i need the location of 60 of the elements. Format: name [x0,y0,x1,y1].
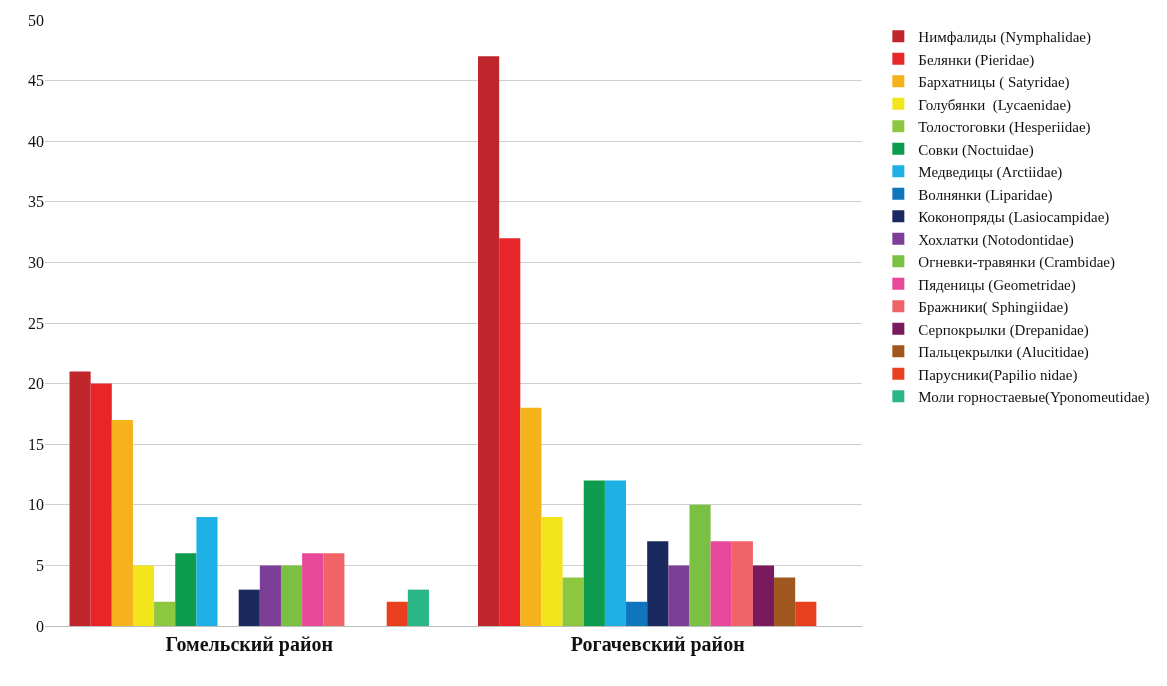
legend-label: Бражники( Sphingiidae) [918,299,1069,317]
y-tick-label: 40 [28,132,44,150]
legend-label: Коконопряды (Lasiocampidae) [918,209,1110,227]
x-tick-label: Гомельский район [165,633,333,656]
bar [499,238,521,626]
bar [175,553,197,626]
bar [604,480,627,626]
legend-label: Пяденицы (Geometridae) [918,276,1076,294]
y-tick-label: 20 [28,375,44,393]
legend-label: Волнянки (Liparidae) [918,186,1053,204]
bar [238,589,260,626]
bar [386,601,408,626]
legend-label: Хохлатки (Notodontidae) [918,231,1074,249]
bar [323,553,345,626]
legend-label: Моли горностаевые(Yponomeutidae) [918,389,1150,407]
legend-label: Медведицы (Arctiidae) [918,164,1063,182]
bar [562,577,584,626]
bar [647,541,669,626]
bar [90,383,112,626]
legend-label: Белянки (Pieridae) [918,51,1035,69]
bar [154,601,176,626]
y-tick-label: 25 [28,314,44,332]
y-tick-label: 30 [28,254,44,271]
bar [752,565,775,626]
bar [407,589,429,626]
bar [710,541,732,626]
legend-label: Огневки-травянки (Crambidae) [918,254,1115,272]
legend-label: Голубянки (Lycaenidae) [918,96,1072,114]
bar [626,601,648,626]
legend-label: Пальцекрылки (Alucitidae) [918,344,1089,362]
y-tick-label: 45 [28,72,44,90]
bar [132,565,155,626]
bar [259,565,281,626]
legend-label: Толостоговки (Hesperiidae) [918,119,1091,137]
bar [69,371,91,626]
bar [478,56,500,626]
y-tick-label: 10 [28,496,44,514]
y-tick-label: 35 [28,193,44,211]
y-tick-label: 15 [28,435,44,453]
bar [541,516,563,626]
x-tick-label: Рогачевский район [570,633,745,656]
bar [111,419,133,626]
bar [196,516,218,626]
legend-label: Серпокрылки (Drepanidae) [918,321,1089,339]
legend-label: Совки (Noctuidae) [918,141,1034,159]
bar [689,504,711,626]
bar [302,553,324,626]
bar [731,541,753,626]
bar [795,601,817,626]
legend-label: Парусники(Papilio nidae) [918,366,1078,384]
bar [774,577,796,626]
y-tick-label: 50 [28,11,44,29]
bar [520,407,542,626]
bar [583,480,605,626]
legend-label: Нимфалиды (Nymphalidae) [918,29,1091,47]
legend-label: Бархатницы ( Satyridae) [918,74,1070,92]
bar [668,565,690,626]
bar [280,565,303,626]
y-tick-label: 5 [36,557,44,574]
y-tick-label: 0 [36,617,44,635]
